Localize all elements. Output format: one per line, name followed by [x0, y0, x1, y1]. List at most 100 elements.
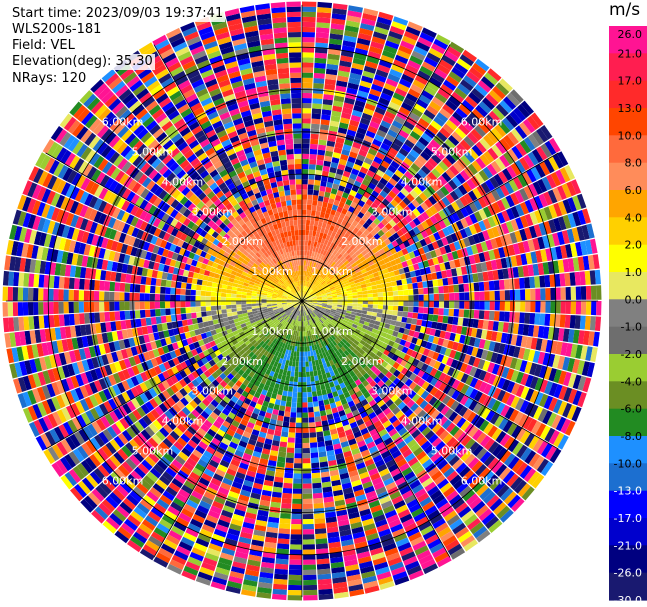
velocity-cell [352, 141, 362, 150]
velocity-cell [344, 282, 351, 287]
velocity-cell [306, 341, 310, 347]
velocity-cell [298, 321, 300, 327]
velocity-cell [338, 224, 345, 231]
velocity-cell [303, 270, 306, 276]
velocity-cell [431, 168, 441, 179]
velocity-cell [306, 371, 310, 377]
velocity-cell [307, 298, 312, 301]
velocity-cell [316, 252, 320, 259]
velocity-cell [322, 283, 328, 288]
velocity-cell [591, 301, 597, 316]
velocity-cell [356, 462, 366, 470]
velocity-cell [381, 450, 391, 459]
velocity-cell [366, 311, 373, 316]
velocity-cell [311, 360, 316, 367]
velocity-cell [327, 272, 333, 278]
velocity-cell [498, 343, 506, 354]
velocity-cell [376, 350, 383, 358]
velocity-cell [303, 584, 318, 591]
velocity-cell [445, 451, 457, 463]
velocity-cell [362, 191, 371, 199]
velocity-cell [304, 346, 308, 352]
velocity-cell [283, 385, 289, 392]
velocity-cell [302, 82, 313, 89]
velocity-cell [400, 384, 409, 393]
velocity-cell [526, 169, 537, 183]
velocity-cell [476, 447, 488, 460]
velocity-cell [474, 125, 487, 138]
velocity-cell [358, 394, 366, 402]
velocity-cell [377, 229, 385, 237]
velocity-cell [342, 296, 348, 299]
velocity-cell [327, 229, 333, 236]
velocity-cell [238, 423, 247, 431]
velocity-cell [448, 71, 463, 83]
velocity-cell [446, 397, 456, 408]
velocity-cell [420, 558, 436, 570]
velocity-cell [239, 462, 249, 470]
velocity-cell [407, 59, 421, 70]
velocity-cell [379, 391, 387, 400]
velocity-cell [313, 78, 325, 84]
velocity-cell [377, 305, 384, 310]
velocity-cell [426, 81, 440, 92]
velocity-cell [401, 143, 412, 153]
velocity-cell [456, 158, 468, 170]
velocity-cell [374, 74, 387, 83]
velocity-cell [340, 153, 349, 161]
velocity-cell [313, 220, 319, 227]
velocity-cell [303, 569, 317, 576]
velocity-cell [403, 295, 409, 301]
velocity-cell [378, 11, 394, 21]
velocity-cell [249, 389, 256, 396]
velocity-cell [483, 454, 496, 467]
velocity-cell [436, 402, 446, 413]
velocity-cell [443, 374, 452, 385]
velocity-cell [278, 384, 285, 391]
velocity-cell [470, 414, 481, 426]
velocity-cell [360, 449, 371, 458]
velocity-cell [314, 215, 320, 222]
velocity-cell [489, 290, 495, 301]
velocity-cell [384, 356, 392, 364]
velocity-cell [230, 518, 243, 527]
velocity-cell [374, 26, 389, 36]
velocity-cell [418, 307, 424, 314]
velocity-cell [302, 240, 305, 246]
velocity-cell [349, 589, 365, 597]
velocity-cell [318, 253, 323, 260]
velocity-cell [317, 298, 323, 301]
velocity-cell [286, 328, 290, 334]
velocity-cell [302, 453, 311, 459]
velocity-cell [416, 182, 426, 192]
velocity-cell [316, 390, 323, 397]
velocity-cell [480, 76, 495, 89]
velocity-cell [312, 302, 318, 304]
velocity-cell [283, 416, 290, 423]
velocity-cell [410, 443, 421, 453]
velocity-cell [308, 330, 312, 336]
velocity-cell [492, 201, 501, 214]
velocity-cell [453, 187, 464, 199]
velocity-cell [323, 160, 331, 167]
velocity-cell [290, 319, 294, 325]
velocity-cell [437, 255, 444, 264]
velocity-cell [264, 362, 270, 369]
velocity-cell [315, 307, 321, 311]
velocity-cell [378, 164, 388, 173]
velocity-cell [472, 500, 486, 514]
velocity-cell [440, 463, 452, 474]
velocity-cell [365, 383, 373, 392]
velocity-cell [524, 227, 533, 240]
velocity-cell [322, 352, 327, 358]
velocity-cell [312, 477, 322, 484]
velocity-cell [284, 467, 294, 474]
velocity-cell [303, 326, 306, 332]
velocity-cell [455, 502, 469, 514]
velocity-cell [344, 492, 355, 500]
velocity-cell [282, 487, 293, 494]
velocity-cell [512, 266, 519, 278]
velocity-cell [538, 222, 547, 236]
velocity-cell [372, 257, 379, 264]
velocity-cell [496, 505, 511, 519]
